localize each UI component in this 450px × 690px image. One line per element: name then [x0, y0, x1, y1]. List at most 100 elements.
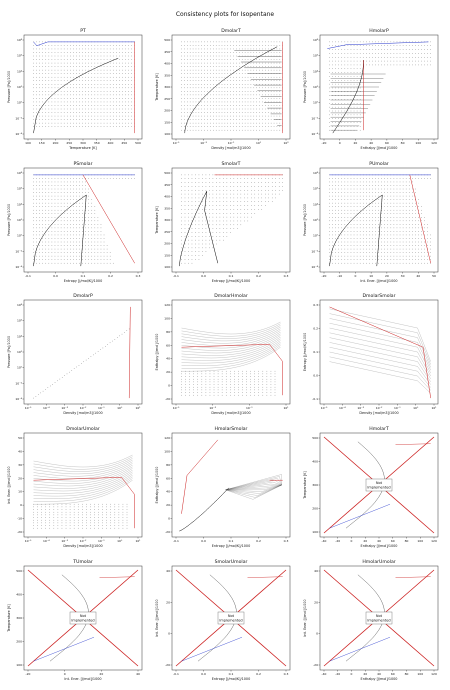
data-point [207, 41, 208, 43]
data-point [259, 76, 260, 78]
data-point [187, 52, 188, 53]
data-point [198, 209, 200, 210]
data-point [122, 119, 123, 120]
data-point [353, 80, 355, 81]
x-tick-label: 100 [25, 141, 31, 145]
data-point [227, 98, 229, 99]
data-point [253, 122, 255, 124]
data-point [399, 220, 401, 222]
data-point [76, 248, 77, 250]
data-point [205, 239, 207, 241]
data-point [233, 55, 234, 57]
data-point [95, 352, 96, 354]
data-point [359, 185, 361, 186]
data-point [341, 126, 343, 127]
data-point [36, 101, 37, 103]
data-point [90, 356, 92, 357]
data-point [347, 238, 349, 239]
data-point [369, 213, 370, 214]
data-point [350, 217, 352, 218]
data-point [125, 84, 126, 85]
data-point [350, 178, 352, 179]
data-point [41, 517, 42, 518]
saturation-points [33, 328, 130, 399]
data-point [191, 255, 193, 256]
x-tick-label: 450 [121, 141, 127, 145]
data-point [230, 384, 231, 385]
data-point [204, 41, 205, 43]
data-point [375, 241, 376, 243]
data-point [332, 49, 333, 50]
data-point [88, 101, 89, 103]
data-point [121, 333, 123, 335]
data-point [122, 80, 123, 81]
data-point [335, 192, 336, 193]
data-point [33, 522, 34, 524]
data-point [60, 255, 62, 257]
data-point [213, 94, 214, 96]
data-point [70, 234, 71, 236]
data-point [408, 60, 410, 62]
data-point [247, 80, 249, 81]
data-point [202, 224, 203, 226]
data-point [421, 178, 422, 179]
data-point [63, 87, 65, 89]
data-point [91, 227, 93, 229]
data-point [60, 105, 62, 106]
data-point [265, 186, 266, 187]
data-point [188, 243, 189, 245]
data-point [202, 189, 203, 191]
data-point [427, 255, 428, 257]
y-tick-label: 10⁰ [313, 101, 319, 105]
data-point [189, 76, 191, 78]
data-point [36, 245, 37, 246]
data-point [193, 386, 194, 388]
data-point [54, 227, 56, 229]
data-point [239, 84, 240, 85]
data-point [393, 178, 395, 179]
data-point [356, 91, 358, 93]
data-point [184, 220, 186, 222]
data-point [118, 527, 120, 529]
data-point [88, 94, 89, 96]
data-point [369, 49, 370, 50]
data-point [213, 87, 214, 89]
data-point [279, 84, 281, 85]
data-point [279, 80, 281, 81]
data-point [90, 514, 91, 516]
data-point [181, 45, 182, 46]
data-point [396, 56, 398, 58]
data-point [239, 41, 240, 43]
data-point [88, 241, 89, 243]
data-point [396, 238, 398, 239]
data-point [270, 62, 272, 64]
data-point [100, 119, 102, 120]
data-point [33, 94, 34, 96]
data-point [189, 45, 191, 46]
data-point [251, 213, 252, 214]
data-point [241, 115, 243, 117]
data-point [90, 522, 91, 524]
data-point [181, 80, 182, 81]
data-point [205, 251, 207, 252]
data-point [344, 259, 346, 260]
data-point [48, 112, 50, 113]
data-point [266, 386, 268, 388]
data-point [384, 227, 385, 229]
data-point [215, 129, 217, 131]
data-point [60, 98, 62, 99]
data-point [247, 209, 249, 210]
data-point [393, 41, 395, 43]
data-point [73, 59, 74, 60]
data-point [369, 192, 370, 193]
data-point [36, 195, 37, 197]
data-point [189, 80, 191, 81]
data-point [181, 129, 182, 131]
data-point [85, 76, 86, 78]
data-point [250, 376, 251, 377]
data-point [329, 259, 330, 260]
data-point [45, 181, 47, 183]
data-point [372, 49, 373, 50]
data-point [216, 201, 217, 203]
data-point [209, 384, 211, 385]
